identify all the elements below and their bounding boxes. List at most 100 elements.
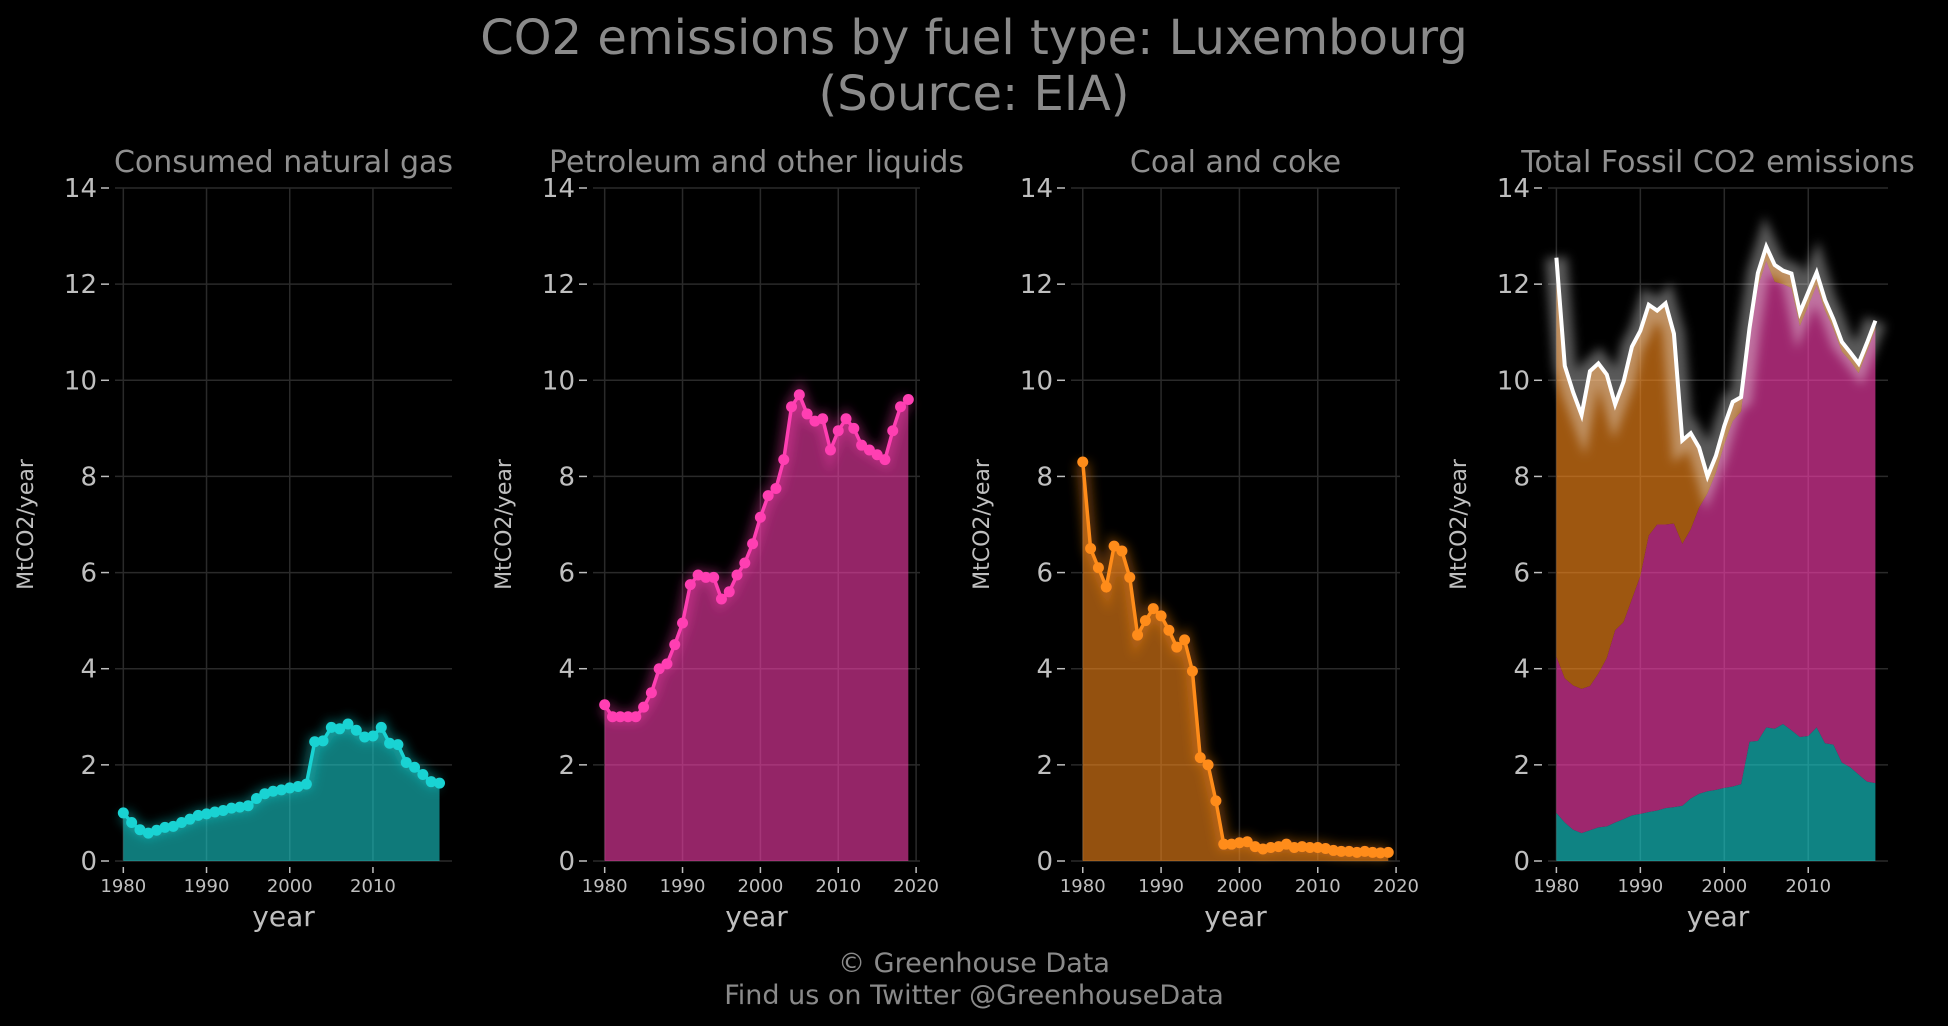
data-point [786, 401, 798, 413]
x-axis-label: year [252, 900, 315, 933]
data-point [1304, 842, 1316, 854]
y-tick-label: 4 [80, 655, 97, 685]
y-tick-label: 10 [64, 366, 97, 396]
data-point [367, 730, 379, 742]
x-tick-label: 2010 [1785, 876, 1831, 897]
data-point [1202, 759, 1214, 771]
x-tick-label: 1990 [1617, 876, 1663, 897]
stacked-area-gas [1556, 723, 1876, 861]
y-tick-label: 8 [80, 462, 97, 492]
y-tick-label: 8 [1513, 462, 1530, 492]
panel-title: Petroleum and other liquids [549, 145, 964, 180]
y-tick-label: 0 [558, 847, 575, 877]
y-tick-label: 0 [80, 847, 97, 877]
data-point [606, 711, 618, 723]
data-point [1124, 571, 1136, 583]
data-point [392, 739, 404, 751]
y-tick-label: 14 [542, 174, 575, 204]
data-point [723, 586, 735, 598]
data-point [325, 721, 337, 733]
data-point [209, 806, 221, 818]
area-fill [1082, 462, 1389, 861]
data-point [1374, 847, 1386, 859]
data-point [824, 444, 836, 456]
x-tick-label: 1980 [100, 876, 146, 897]
data-point [1210, 795, 1222, 807]
data-point [1155, 610, 1167, 622]
data-point [284, 782, 296, 794]
data-point [840, 413, 852, 425]
data-point [1179, 634, 1191, 646]
y-tick-label: 14 [1020, 174, 1053, 204]
y-tick-label: 6 [558, 559, 575, 589]
data-point [739, 557, 751, 569]
data-point [1132, 629, 1144, 641]
data-point [902, 394, 914, 406]
data-point [425, 776, 437, 788]
data-point [1186, 665, 1198, 677]
data-point [817, 413, 829, 425]
data-point [242, 800, 254, 812]
data-point [126, 817, 138, 829]
data-point [159, 821, 171, 833]
x-tick-label: 1980 [1533, 876, 1579, 897]
footer-copyright: © Greenhouse Data [838, 948, 1110, 979]
data-point [1335, 845, 1347, 857]
x-tick-label: 1980 [1060, 876, 1106, 897]
x-tick-label: 1980 [582, 876, 628, 897]
data-point [334, 723, 346, 735]
data-point [1163, 624, 1175, 636]
total-line [1554, 241, 1878, 483]
data-point [267, 785, 279, 797]
data-point [832, 425, 844, 437]
x-tick-label: 2010 [815, 876, 861, 897]
data-point [1092, 562, 1104, 574]
data-point [747, 538, 759, 550]
data-point [1085, 543, 1097, 555]
data-point [134, 824, 146, 836]
data-point [599, 699, 611, 711]
y-tick-label: 0 [1513, 847, 1530, 877]
y-tick-label: 10 [1497, 366, 1530, 396]
y-tick-label: 10 [1020, 366, 1053, 396]
data-point [770, 482, 782, 494]
data-point [384, 737, 396, 749]
panel-title: Coal and coke [1130, 145, 1341, 180]
y-tick-label: 12 [64, 270, 97, 300]
data-point [638, 701, 650, 713]
x-tick-label: 1990 [660, 876, 706, 897]
footer-twitter: Find us on Twitter @GreenhouseData [724, 980, 1224, 1011]
stacked-area-petroleum [1556, 261, 1876, 834]
x-tick-label: 1990 [1138, 876, 1184, 897]
data-point [1194, 752, 1206, 764]
data-point [259, 788, 271, 800]
data-point [1116, 545, 1128, 557]
data-point [887, 425, 899, 437]
data-point [234, 801, 246, 813]
y-tick-label: 6 [1036, 559, 1053, 589]
data-point [645, 687, 657, 699]
data-point [1100, 581, 1112, 593]
data-point [778, 454, 790, 466]
area-fill [604, 394, 909, 861]
data-point [167, 820, 179, 832]
data-point [801, 408, 813, 420]
data-point [409, 761, 421, 773]
panel-4: 0 2 4 6 8 10 12 14 1980 1990 2000 2010 Total Fossil … [1447, 145, 1915, 933]
data-point [309, 736, 321, 748]
x-tick-label: 1990 [184, 876, 230, 897]
data-point [192, 809, 204, 821]
data-point [317, 735, 329, 747]
panel-title: Total Fossil CO2 emissions [1520, 145, 1914, 180]
data-point [793, 389, 805, 401]
panel-2: 0 2 4 6 8 10 12 14 1980 1990 2000 2010 2020 Petroleum… [492, 145, 964, 933]
x-tick-label: 2020 [893, 876, 939, 897]
data-point [300, 778, 312, 790]
data-point [417, 768, 429, 780]
x-tick-label: 2020 [1373, 876, 1419, 897]
x-axis-label: year [1687, 900, 1750, 933]
x-tick-label: 2000 [1701, 876, 1747, 897]
y-tick-label: 10 [542, 366, 575, 396]
y-tick-label: 2 [1036, 751, 1053, 781]
